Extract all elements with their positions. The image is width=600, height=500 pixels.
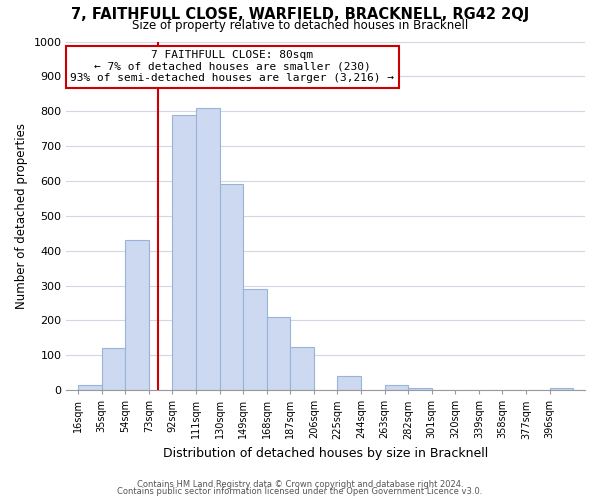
Bar [385,385,408,390]
Text: Contains public sector information licensed under the Open Government Licence v3: Contains public sector information licen… [118,487,482,496]
Bar [337,376,361,390]
Bar [196,108,220,390]
Bar [172,114,196,390]
Text: 7 FAITHFULL CLOSE: 80sqm
← 7% of detached houses are smaller (230)
93% of semi-d: 7 FAITHFULL CLOSE: 80sqm ← 7% of detache… [70,50,394,84]
Bar [408,388,432,390]
Y-axis label: Number of detached properties: Number of detached properties [15,123,28,309]
Bar [78,385,102,390]
Bar [550,388,573,390]
Bar [220,184,243,390]
Text: Size of property relative to detached houses in Bracknell: Size of property relative to detached ho… [132,19,468,32]
X-axis label: Distribution of detached houses by size in Bracknell: Distribution of detached houses by size … [163,447,488,460]
Bar [290,346,314,390]
Text: Contains HM Land Registry data © Crown copyright and database right 2024.: Contains HM Land Registry data © Crown c… [137,480,463,489]
Bar [243,289,267,390]
Bar [102,348,125,390]
Bar [267,317,290,390]
Bar [125,240,149,390]
Text: 7, FAITHFULL CLOSE, WARFIELD, BRACKNELL, RG42 2QJ: 7, FAITHFULL CLOSE, WARFIELD, BRACKNELL,… [71,8,529,22]
